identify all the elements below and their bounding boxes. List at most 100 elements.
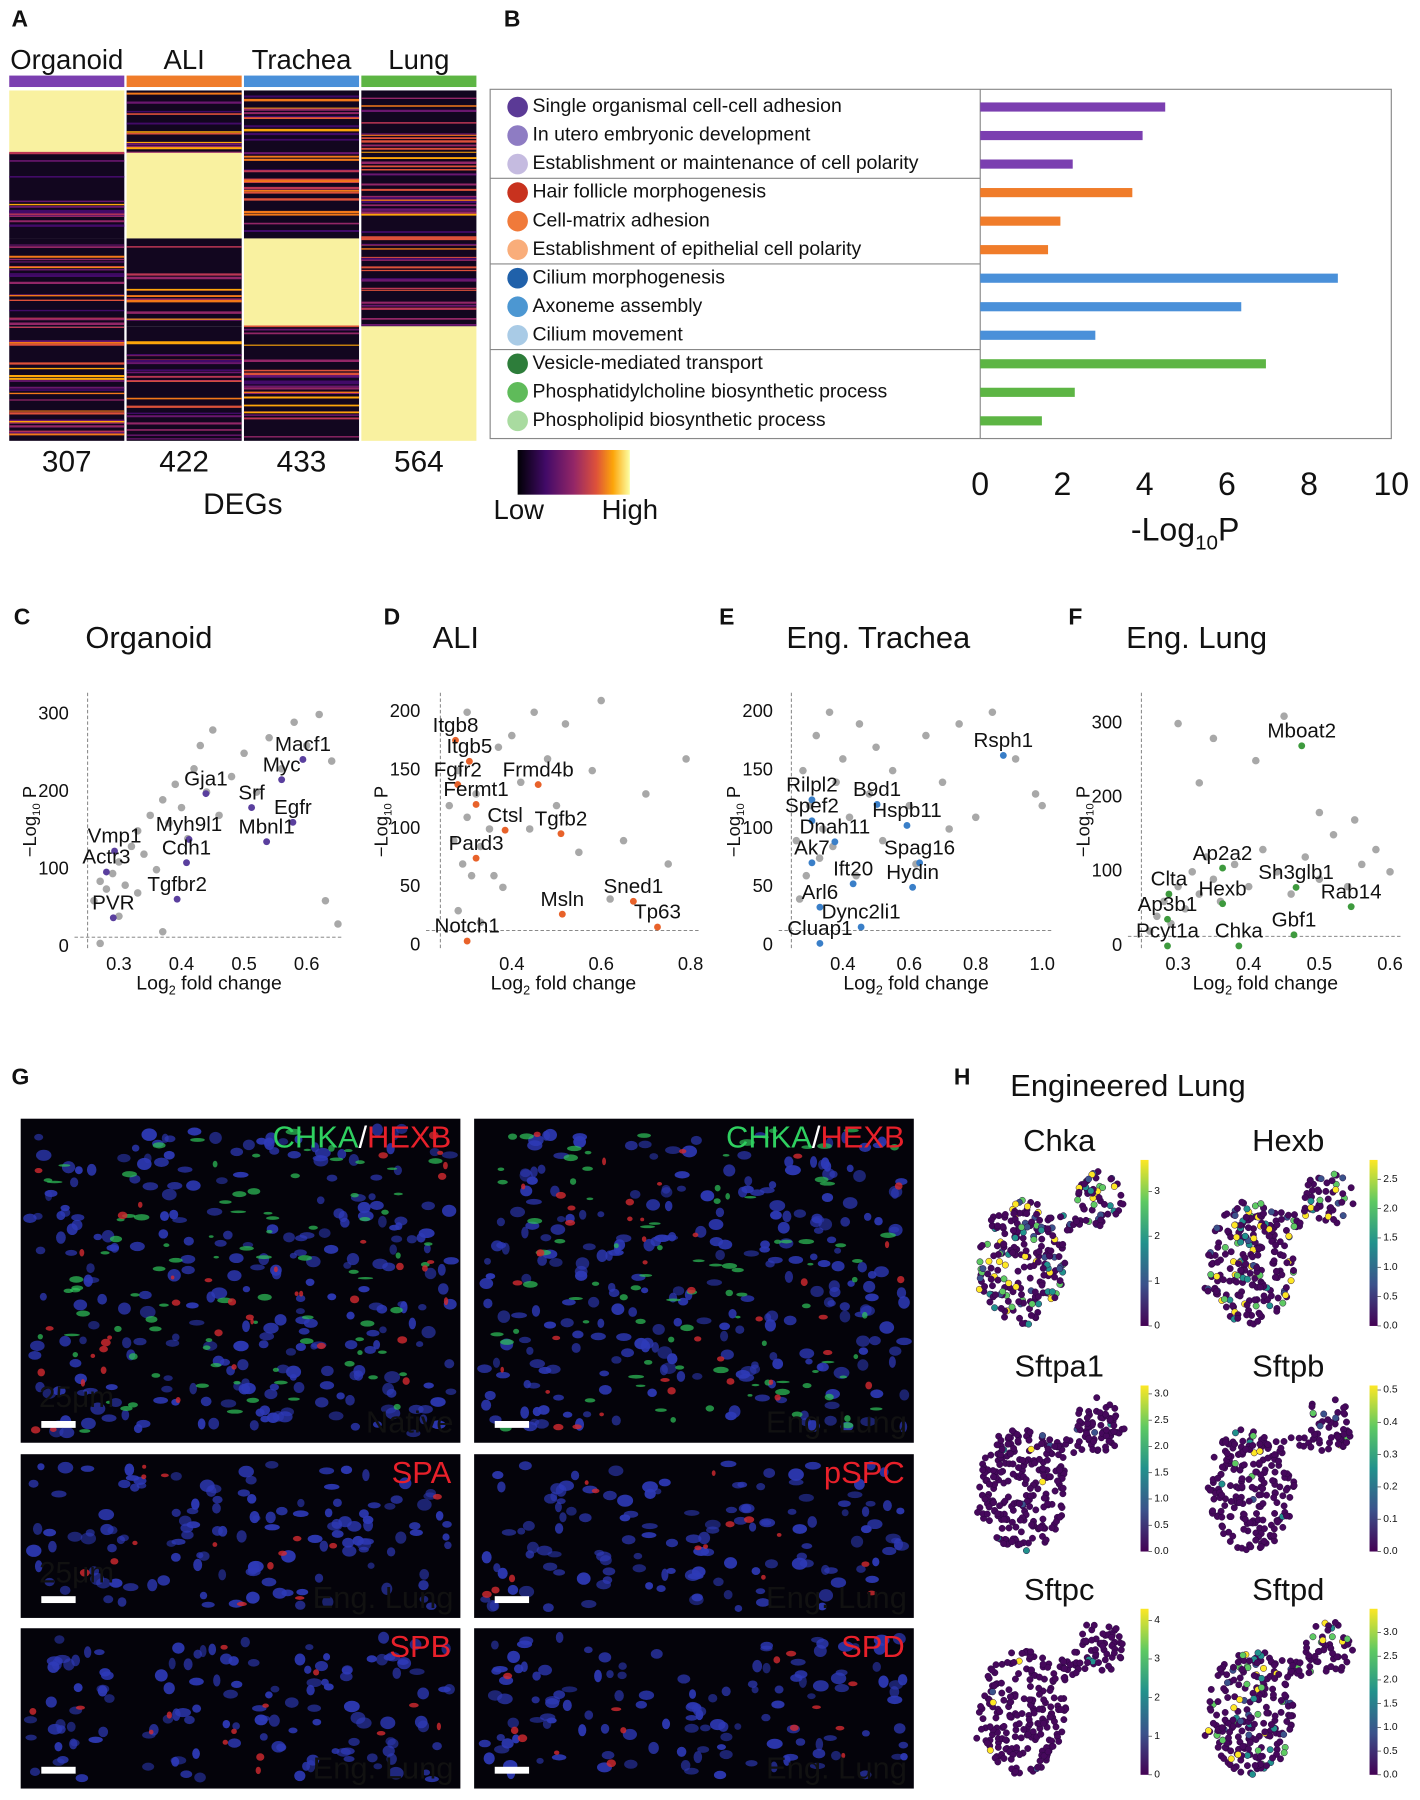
colorbar-tick-label: 1.0 xyxy=(1154,1494,1169,1505)
stain-red xyxy=(694,1336,702,1342)
stain-red xyxy=(812,1705,821,1710)
cell-dot xyxy=(1324,1195,1332,1203)
nucleus xyxy=(381,1582,393,1595)
nucleus xyxy=(60,1208,71,1217)
point xyxy=(140,850,148,858)
gene-point xyxy=(452,736,459,744)
nucleus xyxy=(725,1411,737,1421)
nucleus xyxy=(386,1547,396,1557)
stain-green xyxy=(239,1246,254,1251)
stain-green xyxy=(37,1333,43,1340)
nucleus xyxy=(73,1683,83,1693)
stain-red xyxy=(789,1724,799,1731)
stain-green xyxy=(168,1257,183,1263)
cell-dot xyxy=(1307,1197,1315,1205)
marker-part: SPD xyxy=(841,1629,905,1664)
nucleus xyxy=(640,1287,649,1294)
cell-dot xyxy=(992,1661,1000,1669)
gene-label: Arl6 xyxy=(802,881,839,904)
nucleus xyxy=(37,1463,45,1471)
cell-dot xyxy=(1332,1414,1340,1422)
image-label: Eng. Lung xyxy=(766,1750,907,1785)
nucleus xyxy=(98,1509,115,1521)
cell-dot xyxy=(1277,1215,1285,1223)
y-axis-label-part: P xyxy=(19,786,40,803)
cell-dot xyxy=(1338,1663,1346,1671)
cell-dot xyxy=(1270,1661,1278,1669)
nucleus xyxy=(294,1770,306,1782)
nucleus xyxy=(181,1530,194,1540)
nucleus xyxy=(269,1383,279,1391)
nucleus xyxy=(734,1723,742,1730)
nucleus xyxy=(280,1407,294,1417)
nucleus xyxy=(441,1643,451,1655)
cell-dot xyxy=(1227,1755,1235,1763)
marker-part: / xyxy=(358,1119,367,1154)
nucleus xyxy=(812,1680,829,1692)
nucleus xyxy=(511,1312,527,1319)
cell-dot xyxy=(1246,1714,1254,1722)
stain-green xyxy=(423,1242,433,1246)
nucleus xyxy=(872,1557,880,1567)
stain-green xyxy=(519,1133,534,1140)
stain-green xyxy=(692,1259,705,1263)
point xyxy=(606,895,614,903)
nucleus xyxy=(295,1308,305,1315)
stain-green xyxy=(69,1276,84,1283)
cell-dot xyxy=(976,1483,984,1491)
y-axis-label-part: P xyxy=(1072,786,1093,803)
nucleus xyxy=(479,1278,494,1290)
cell-dot xyxy=(1345,1428,1353,1436)
stain-green xyxy=(202,1345,211,1350)
cell-dot xyxy=(1009,1288,1017,1296)
nucleus xyxy=(641,1532,657,1539)
cell-dot xyxy=(994,1266,1002,1274)
nucleus xyxy=(594,1669,602,1683)
nucleus xyxy=(484,1390,496,1401)
nucleus xyxy=(208,1417,220,1430)
cell-dot xyxy=(1040,1471,1048,1479)
stain-red xyxy=(627,1216,633,1222)
stain-green xyxy=(190,1137,205,1142)
stain-red xyxy=(510,1726,519,1735)
x-axis-label: DEGs xyxy=(203,488,282,521)
cell-dot xyxy=(1014,1267,1022,1275)
stain-red xyxy=(599,1412,604,1417)
bar xyxy=(980,416,1042,426)
nucleus xyxy=(45,1696,57,1708)
cell-dot xyxy=(1110,1649,1118,1657)
stain-green xyxy=(774,1239,782,1244)
nucleus xyxy=(481,1399,492,1411)
cell-dot xyxy=(1237,1717,1245,1725)
cell-dot xyxy=(1242,1260,1250,1268)
cell-dot xyxy=(998,1689,1006,1697)
stain-green xyxy=(569,1178,577,1185)
nucleus xyxy=(77,1389,89,1396)
nucleus xyxy=(522,1520,535,1531)
point xyxy=(227,772,236,781)
gene-label: Frmd4b xyxy=(503,758,574,781)
point xyxy=(115,858,123,866)
cell-dot xyxy=(1277,1444,1285,1452)
point xyxy=(905,801,914,810)
cell-dot xyxy=(1290,1482,1298,1490)
image-label: Eng. Lung xyxy=(313,1580,454,1615)
stain-green xyxy=(344,1149,353,1153)
point xyxy=(96,939,104,948)
nucleus xyxy=(57,1756,69,1764)
nucleus xyxy=(321,1678,329,1686)
cell-dot xyxy=(1027,1492,1035,1500)
nucleus xyxy=(815,1738,824,1751)
nucleus xyxy=(340,1671,353,1682)
cell-dot xyxy=(1325,1445,1332,1453)
gene-point xyxy=(1347,903,1355,911)
cell-dot xyxy=(1205,1727,1212,1735)
gene-label: Sh3glb1 xyxy=(1258,861,1334,884)
nucleus xyxy=(857,1261,867,1273)
nucleus xyxy=(867,1519,883,1530)
nucleus xyxy=(805,1358,813,1365)
nucleus xyxy=(183,1658,193,1671)
cell-dot xyxy=(1006,1713,1014,1721)
cell-dot xyxy=(989,1699,997,1706)
nucleus xyxy=(680,1760,691,1771)
